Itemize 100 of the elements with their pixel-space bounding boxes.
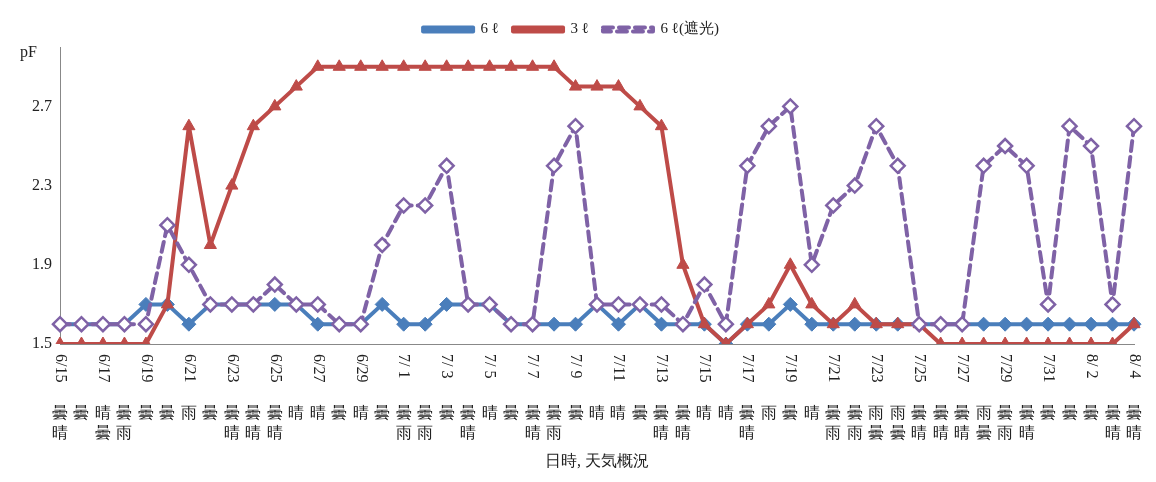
- point: [610, 316, 626, 332]
- category-label: 6/17 晴曇: [94, 354, 113, 442]
- category-label: 7/ 5 晴: [481, 354, 500, 422]
- point: [568, 79, 583, 91]
- point: [526, 59, 540, 71]
- x-tick-label: 曇晴: [674, 404, 691, 442]
- x-tick-label: 曇晴: [245, 404, 262, 442]
- point: [633, 98, 647, 111]
- y-tick-label: 2.3: [32, 175, 52, 193]
- point: [483, 59, 497, 71]
- x-tick-label: 曇雨: [116, 404, 133, 442]
- point: [1039, 296, 1057, 313]
- point: [976, 316, 992, 332]
- x-tick-label: 曇: [159, 404, 176, 422]
- point: [997, 316, 1013, 332]
- category-label: 7/ 3 曇: [438, 354, 457, 422]
- point: [1105, 316, 1121, 332]
- y-tick-label: 2.7: [32, 96, 52, 114]
- category-label: 6/19 曇: [137, 354, 156, 422]
- point: [268, 98, 282, 111]
- legend-label: 6 ℓ(遮光): [660, 20, 719, 38]
- x-tick-label: 曇: [1061, 404, 1078, 422]
- point: [375, 59, 389, 71]
- point: [374, 296, 390, 312]
- point: [847, 316, 863, 332]
- category-label: 6/29 晴: [352, 354, 371, 422]
- point: [332, 59, 346, 71]
- x-tick-label: 曇晴: [460, 404, 477, 442]
- y-tick-label: 1.5: [32, 334, 52, 352]
- point: [825, 197, 842, 214]
- point: [1019, 316, 1035, 332]
- point: [418, 59, 432, 71]
- x-tick-label: 曇: [331, 404, 348, 422]
- x-tick-label: 雨: [760, 404, 777, 422]
- point: [568, 316, 584, 332]
- point: [805, 296, 819, 309]
- point: [654, 118, 668, 131]
- point: [975, 157, 992, 175]
- legend-label: 3 ℓ: [570, 20, 589, 37]
- point: [1125, 117, 1143, 135]
- category-label: 6/21 雨: [180, 354, 199, 422]
- category-label: 7/13 曇晴: [653, 354, 672, 442]
- point: [246, 118, 260, 131]
- point: [417, 316, 433, 332]
- point: [996, 137, 1014, 155]
- x-tick-label: 曇雨: [417, 404, 434, 442]
- category-label: 7/27 曇晴: [954, 354, 972, 442]
- category-label: 7/17 曇晴: [739, 354, 758, 442]
- category-label: 7/ 1 曇雨: [395, 354, 414, 442]
- category-label: 6/27 晴: [309, 354, 328, 422]
- x-tick-label: 雨曇: [889, 404, 906, 442]
- point: [504, 59, 518, 71]
- category-label: 8/ 2 曇: [1083, 354, 1101, 422]
- point: [310, 316, 326, 332]
- point: [440, 59, 454, 71]
- point: [696, 276, 713, 293]
- point: [545, 157, 563, 175]
- category-label: 7/31 曇: [1040, 354, 1058, 422]
- point: [397, 59, 411, 71]
- point: [267, 296, 283, 312]
- category-label: 7/11 晴: [610, 354, 629, 422]
- point: [848, 296, 862, 309]
- x-tick-label: 曇晴: [1018, 404, 1035, 442]
- category-label: 8/ 4 曇晴: [1126, 354, 1144, 442]
- point: [761, 316, 777, 332]
- point: [782, 296, 798, 312]
- x-tick-label: 晴: [803, 404, 820, 422]
- point: [546, 316, 562, 332]
- point: [547, 59, 561, 71]
- point: [804, 316, 820, 332]
- point: [461, 59, 475, 71]
- point: [266, 276, 284, 293]
- point: [309, 296, 327, 313]
- x-tick-label: 晴: [717, 404, 734, 422]
- point: [867, 117, 885, 135]
- legend-label: 6 ℓ: [480, 20, 500, 37]
- x-tick-label: 曇: [631, 404, 648, 422]
- x-tick-label: 曇: [503, 404, 520, 422]
- category-label: 7/15 晴: [696, 354, 715, 422]
- point: [416, 197, 434, 214]
- point: [181, 316, 197, 332]
- point: [717, 315, 735, 333]
- category-label: 7/21 曇雨: [825, 354, 844, 442]
- point: [182, 118, 196, 131]
- point: [1062, 316, 1078, 332]
- point: [846, 177, 864, 194]
- point: [225, 178, 239, 190]
- point: [159, 216, 176, 234]
- x-tick-label: 曇: [73, 404, 90, 422]
- point: [1018, 157, 1035, 175]
- point: [1083, 316, 1099, 332]
- point: [396, 316, 412, 332]
- x-tick-label: 雨曇: [975, 404, 992, 442]
- point: [762, 296, 776, 309]
- point: [438, 157, 455, 175]
- category-label: 7/29 曇雨: [997, 354, 1015, 442]
- category-label: 7/ 9 曇: [567, 354, 586, 422]
- category-label: 6/15 曇晴: [52, 354, 70, 442]
- point: [590, 79, 604, 91]
- x-tick-label: 晴: [589, 404, 605, 422]
